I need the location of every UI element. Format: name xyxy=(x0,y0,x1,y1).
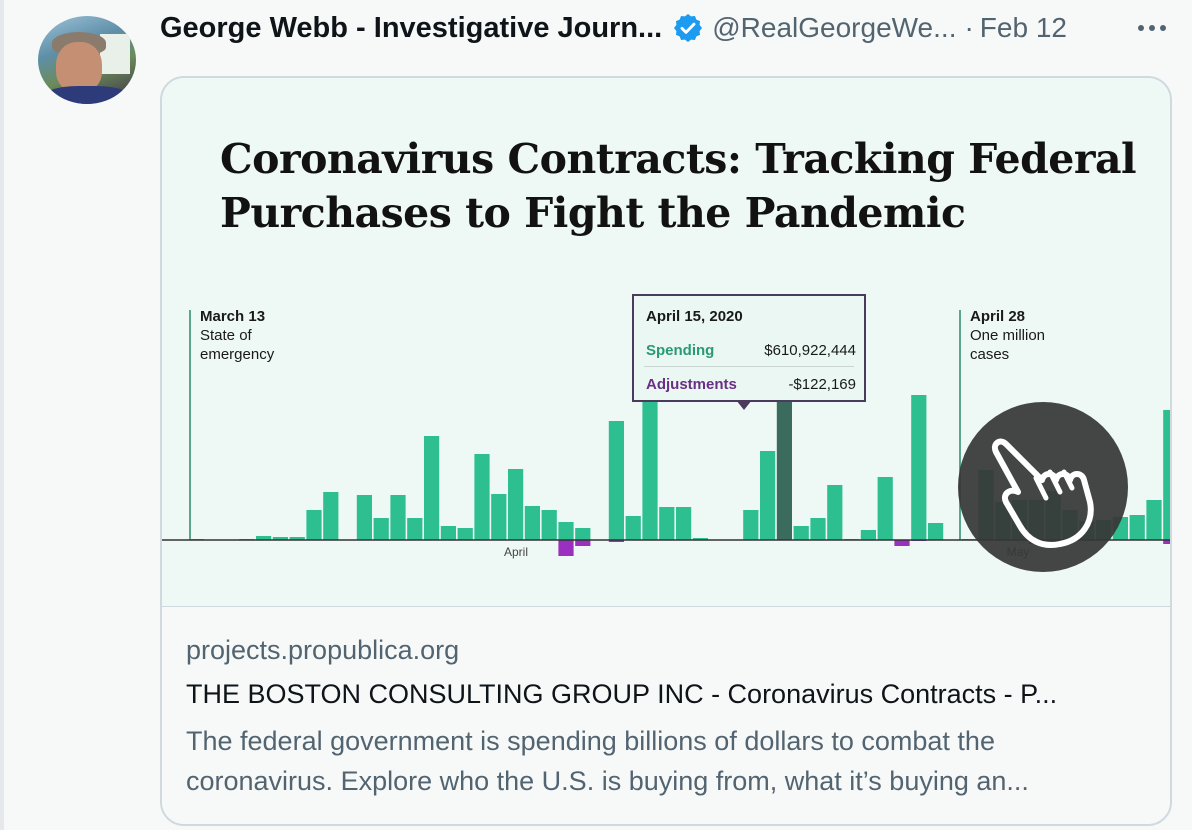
spending-bar[interactable] xyxy=(323,492,339,540)
media-title: Coronavirus Contracts: Tracking Federal … xyxy=(220,135,1137,237)
spending-bar[interactable] xyxy=(424,436,440,540)
tooltip-adjustments-label: Adjustments xyxy=(646,376,737,393)
spending-bar[interactable] xyxy=(776,388,792,540)
spending-bar[interactable] xyxy=(272,537,288,540)
link-title: THE BOSTON CONSULTING GROUP INC - Corona… xyxy=(186,679,1058,709)
spending-bar[interactable] xyxy=(692,538,708,540)
spending-bar[interactable] xyxy=(928,523,944,540)
tooltip-caret xyxy=(736,400,752,410)
spending-bar[interactable] xyxy=(575,528,591,540)
spending-bar[interactable] xyxy=(793,526,809,540)
annotation-text: emergency xyxy=(200,346,275,363)
link-preview[interactable]: projects.propublica.org THE BOSTON CONSU… xyxy=(162,606,1170,824)
annotation-text: One million xyxy=(970,327,1045,344)
spending-bar[interactable] xyxy=(743,510,759,540)
spending-bar[interactable] xyxy=(508,469,524,540)
spending-bar[interactable] xyxy=(760,451,776,540)
spending-bar[interactable] xyxy=(810,518,826,540)
avatar[interactable] xyxy=(38,16,136,104)
spending-bar[interactable] xyxy=(474,454,490,540)
axis-tick-label: April xyxy=(504,545,528,559)
author-handle[interactable]: @RealGeorgeWe... xyxy=(712,12,957,43)
more-options-icon[interactable] xyxy=(1132,16,1172,40)
annotation-date: March 13 xyxy=(200,308,265,325)
adjustment-bar[interactable] xyxy=(575,540,591,546)
spending-bar[interactable] xyxy=(407,518,423,540)
adjustment-bar[interactable] xyxy=(608,540,624,542)
adjustment-bar[interactable] xyxy=(1163,540,1170,544)
spending-bar[interactable] xyxy=(827,485,843,540)
link-card[interactable]: Coronavirus Contracts: Tracking Federal … xyxy=(160,76,1172,826)
spending-bar[interactable] xyxy=(1146,500,1162,540)
card-media[interactable]: Coronavirus Contracts: Tracking Federal … xyxy=(162,78,1170,606)
spending-bar[interactable] xyxy=(491,494,507,540)
spending-bar[interactable] xyxy=(659,507,675,540)
tooltip-spending-value: $610,922,444 xyxy=(764,342,856,359)
tooltip-spending-label: Spending xyxy=(646,342,715,359)
spending-bar[interactable] xyxy=(860,530,876,540)
spending-bar[interactable] xyxy=(642,387,658,540)
annotation-date: April 28 xyxy=(970,308,1025,325)
annotation-text: cases xyxy=(970,346,1009,363)
spending-bar[interactable] xyxy=(911,395,927,540)
annotation-text: State of xyxy=(200,327,253,344)
spending-bar[interactable] xyxy=(625,516,641,540)
spending-bar[interactable] xyxy=(457,528,473,540)
spending-bar[interactable] xyxy=(541,510,557,540)
tooltip-date: April 15, 2020 xyxy=(646,308,743,325)
spending-bar[interactable] xyxy=(306,510,322,540)
spending-bar[interactable] xyxy=(356,495,372,540)
spending-bar[interactable] xyxy=(373,518,389,540)
thread-rule xyxy=(0,0,4,830)
spending-bar[interactable] xyxy=(676,507,692,540)
spending-bar[interactable] xyxy=(608,421,624,540)
spending-bar[interactable] xyxy=(877,477,893,540)
tweet-date[interactable]: Feb 12 xyxy=(979,12,1067,43)
spending-bar[interactable] xyxy=(390,495,406,540)
separator: · xyxy=(964,12,974,43)
spending-bar[interactable] xyxy=(524,506,540,540)
adjustment-bar[interactable] xyxy=(894,540,910,546)
spending-bar[interactable] xyxy=(1163,410,1170,540)
spending-bar[interactable] xyxy=(289,537,305,540)
hand-pointer-icon xyxy=(958,402,1128,572)
tooltip-adjustments-value: -$122,169 xyxy=(788,376,856,393)
spending-bar[interactable] xyxy=(440,526,456,540)
tweet-header: George Webb - Investigative Journ... @Re… xyxy=(160,8,1067,48)
author-name[interactable]: George Webb - Investigative Journ... xyxy=(160,11,663,44)
verified-badge-icon xyxy=(674,14,703,42)
link-domain: projects.propublica.org xyxy=(186,635,460,665)
spending-bar[interactable] xyxy=(1129,515,1145,540)
spending-bar[interactable] xyxy=(256,536,272,540)
chart-tooltip: April 15, 2020 Spending $610,922,444 Adj… xyxy=(632,294,866,402)
adjustment-bar[interactable] xyxy=(558,540,574,556)
spending-bar[interactable] xyxy=(558,522,574,540)
link-description: The federal government is spending billi… xyxy=(186,726,1029,796)
